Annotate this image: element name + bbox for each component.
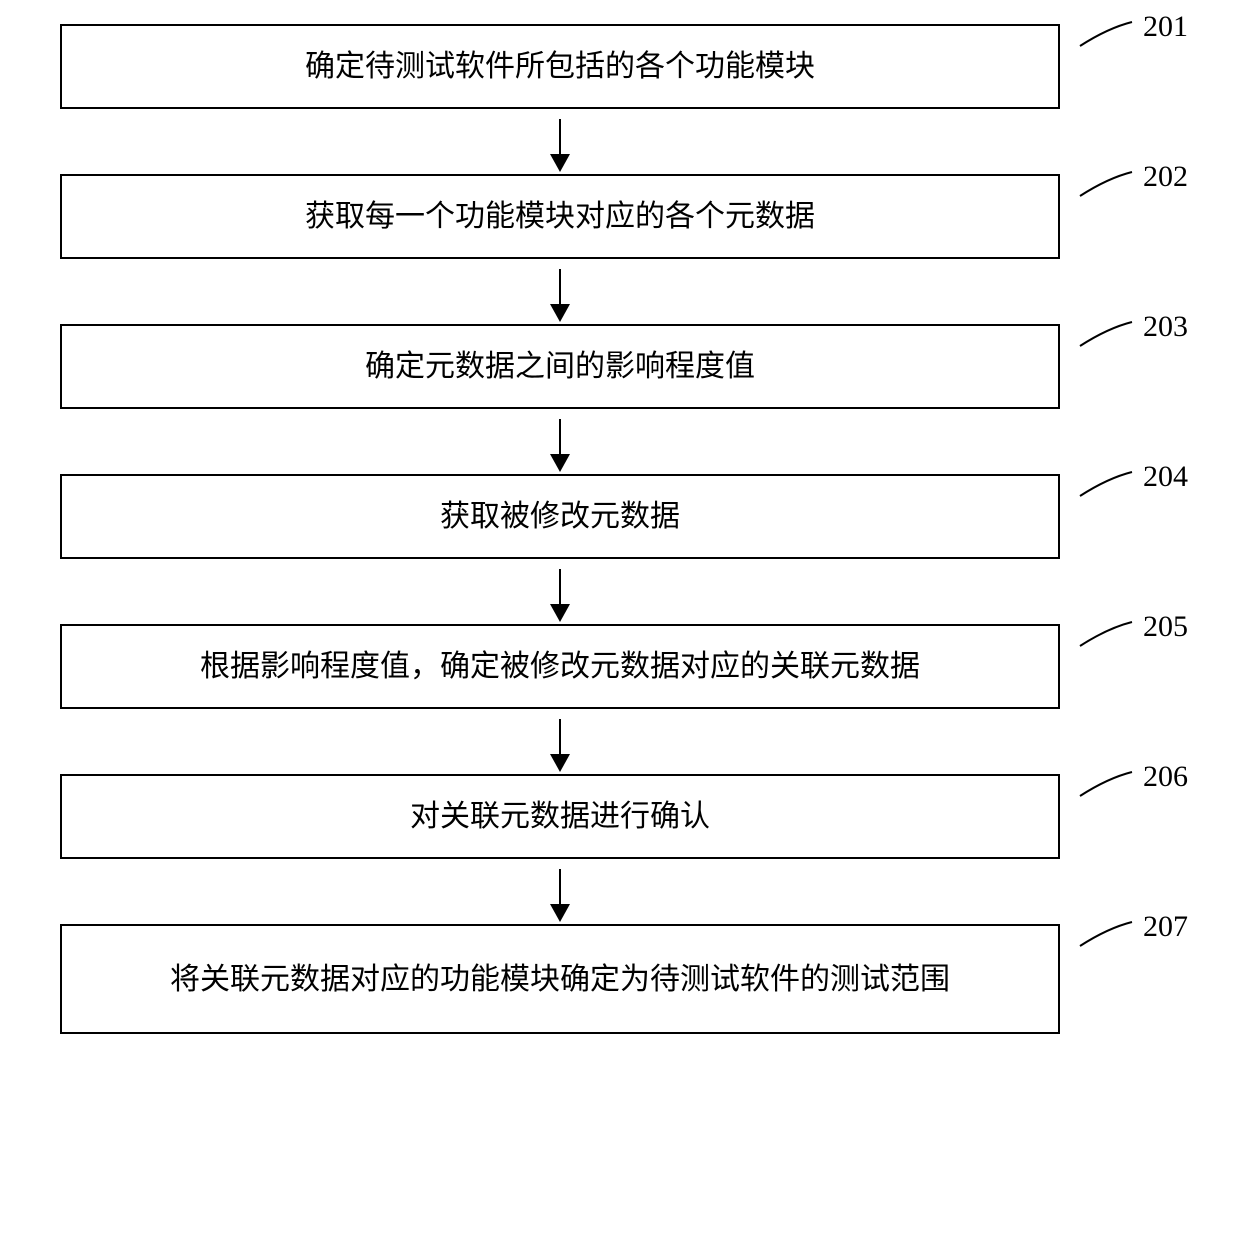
flowchart-step: 将关联元数据对应的功能模块确定为待测试软件的测试范围 207 (60, 924, 1060, 1034)
leader-line (1080, 22, 1140, 52)
flowchart-step: 获取被修改元数据 204 (60, 474, 1060, 559)
step-text: 对关联元数据进行确认 (410, 794, 710, 839)
step-label: 203 (1143, 310, 1188, 344)
flowchart-container: 确定待测试软件所包括的各个功能模块 201 获取每一个功能模块对应的各个元数据 … (60, 24, 1180, 1034)
flowchart-arrow (60, 709, 1060, 774)
flowchart-step: 对关联元数据进行确认 206 (60, 774, 1060, 859)
flowchart-step: 获取每一个功能模块对应的各个元数据 202 (60, 174, 1060, 259)
step-text: 获取被修改元数据 (440, 494, 680, 539)
step-text: 根据影响程度值，确定被修改元数据对应的关联元数据 (200, 644, 920, 689)
flowchart-arrow (60, 259, 1060, 324)
step-text: 确定待测试软件所包括的各个功能模块 (305, 44, 815, 89)
flowchart-step: 确定待测试软件所包括的各个功能模块 201 (60, 24, 1060, 109)
step-label: 202 (1143, 160, 1188, 194)
leader-line (1080, 922, 1140, 952)
flowchart-step: 根据影响程度值，确定被修改元数据对应的关联元数据 205 (60, 624, 1060, 709)
step-label: 207 (1143, 910, 1188, 944)
leader-line (1080, 322, 1140, 352)
flowchart-arrow (60, 859, 1060, 924)
leader-line (1080, 622, 1140, 652)
leader-line (1080, 472, 1140, 502)
step-text: 获取每一个功能模块对应的各个元数据 (305, 194, 815, 239)
step-text: 确定元数据之间的影响程度值 (365, 344, 755, 389)
flowchart-step: 确定元数据之间的影响程度值 203 (60, 324, 1060, 409)
leader-line (1080, 772, 1140, 802)
flowchart-arrow (60, 109, 1060, 174)
flowchart-arrow (60, 559, 1060, 624)
step-label: 201 (1143, 10, 1188, 44)
step-label: 204 (1143, 460, 1188, 494)
step-label: 205 (1143, 610, 1188, 644)
step-text: 将关联元数据对应的功能模块确定为待测试软件的测试范围 (170, 957, 950, 1002)
leader-line (1080, 172, 1140, 202)
flowchart-arrow (60, 409, 1060, 474)
step-label: 206 (1143, 760, 1188, 794)
